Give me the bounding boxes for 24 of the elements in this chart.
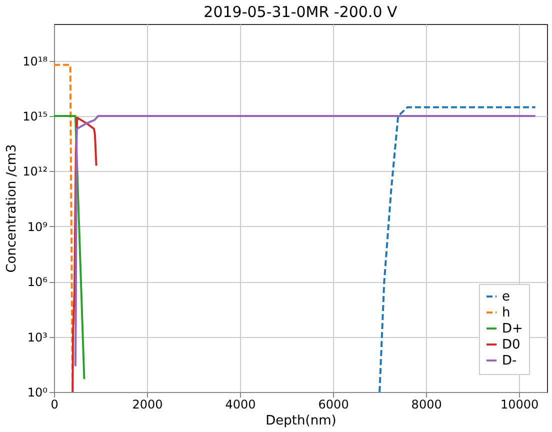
x-tick-label: 6000: [318, 398, 349, 412]
y-tick-label: 10⁰: [27, 386, 48, 400]
chart-title: 2019-05-31-0MR -200.0 V: [204, 3, 398, 21]
legend-label: D0: [502, 338, 520, 352]
x-tick-label: 4000: [225, 398, 256, 412]
line-series: [74, 115, 536, 368]
line-series: [72, 116, 98, 392]
legend-label: D+: [502, 322, 523, 336]
y-tick-label: 10⁹: [27, 220, 48, 234]
x-tick-label: 10000: [500, 398, 539, 412]
x-tick-label: 8000: [411, 398, 442, 412]
y-tick-label: 10¹⁵: [22, 110, 48, 124]
y-axis-title: Concentration /cm3: [4, 144, 20, 273]
y-tick-label: 10¹²: [22, 164, 48, 179]
legend-label: D-: [502, 354, 518, 368]
legend-label: h: [502, 306, 510, 320]
x-tick-label: 2000: [132, 398, 163, 412]
y-tick-label: 10⁶: [27, 275, 48, 290]
legend-label: e: [502, 290, 510, 304]
y-tick-label: 10³: [27, 330, 48, 344]
y-tick-label: 10¹⁸: [22, 54, 48, 68]
x-axis-title: Depth(nm): [266, 414, 336, 428]
line-series: [378, 106, 536, 392]
x-tick-label: 0: [50, 398, 58, 412]
